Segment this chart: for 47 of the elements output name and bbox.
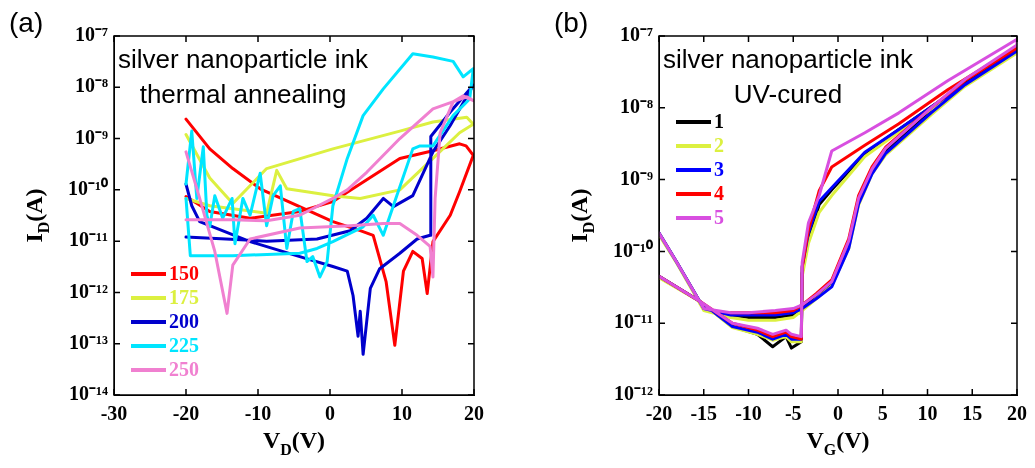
y-tick-label: 10⁻¹⁴ <box>69 382 108 405</box>
legend-label: 4 <box>714 182 724 205</box>
x-tick-label: -10 <box>244 402 272 425</box>
x-tick-label: -10 <box>735 402 762 425</box>
annotation: thermal annealing <box>139 79 347 109</box>
legend-label: 250 <box>169 358 199 381</box>
x-tick-label: -20 <box>645 402 673 425</box>
y-axis-title: ID(A) <box>566 188 598 243</box>
legend-label: 5 <box>714 206 724 229</box>
y-tick-label: 10⁻⁹ <box>620 166 653 189</box>
y-tick-label: 10⁻¹¹ <box>614 310 653 333</box>
legend-label: 175 <box>169 286 199 309</box>
y-axis-title: ID(A) <box>21 188 53 243</box>
annotation: UV-cured <box>733 79 843 109</box>
x-tick-label: -20 <box>172 402 200 425</box>
y-tick-label: 10⁻¹² <box>69 279 108 302</box>
x-tick-label: -30 <box>100 402 128 425</box>
legend-label: 150 <box>169 262 199 285</box>
chart-title: (a) <box>9 7 44 38</box>
y-tick-label: 10⁻⁷ <box>75 23 108 46</box>
y-tick-label: 10⁻⁸ <box>75 74 108 97</box>
x-tick-label: 10 <box>392 402 412 425</box>
y-tick-label: 10⁻¹¹ <box>69 228 108 251</box>
y-tick-label: 10⁻¹³ <box>69 330 108 353</box>
x-tick-label: 5 <box>877 402 888 425</box>
x-tick-label: -15 <box>690 402 718 425</box>
legend-label: 2 <box>714 134 724 157</box>
y-tick-label: 10⁻⁸ <box>620 94 653 117</box>
x-tick-label: 10 <box>917 402 938 425</box>
x-tick-label: 0 <box>833 402 843 425</box>
x-tick-label: -5 <box>784 402 802 425</box>
y-tick-label: 10⁻¹⁰ <box>613 238 653 261</box>
y-tick-label: 10⁻¹⁰ <box>68 177 108 200</box>
legend-label: 200 <box>169 310 199 333</box>
chart-title: (b) <box>554 7 589 38</box>
y-tick-label: 10⁻⁹ <box>75 125 108 148</box>
x-tick-label: 15 <box>962 402 983 425</box>
y-tick-label: 10⁻¹² <box>614 382 653 405</box>
annotation: silver nanoparticle ink <box>118 44 370 74</box>
y-tick-label: 10⁻⁷ <box>620 23 653 46</box>
x-tick-label: 20 <box>1007 402 1027 425</box>
legend-label: 1 <box>714 110 724 133</box>
x-tick-label: 20 <box>464 402 484 425</box>
legend-label: 3 <box>714 158 724 181</box>
x-tick-label: 0 <box>325 402 335 425</box>
legend-label: 225 <box>169 334 199 357</box>
annotation: silver nanoparticle ink <box>663 44 915 74</box>
